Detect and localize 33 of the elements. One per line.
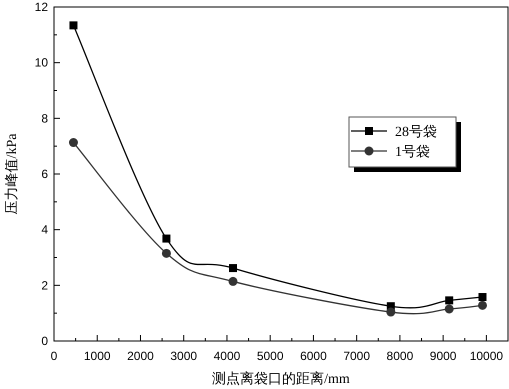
point — [229, 264, 238, 272]
y-tick-label: 0 — [41, 334, 48, 348]
point — [162, 248, 171, 258]
x-tick-label: 9000 — [430, 349, 457, 363]
y-axis-title: 压力峰值/kPa — [4, 132, 20, 214]
point — [445, 296, 454, 304]
point — [69, 21, 78, 30]
y-tick-label: 8 — [41, 111, 48, 126]
point — [444, 304, 454, 314]
point — [478, 293, 486, 302]
point — [68, 138, 78, 148]
x-tick-label: 10000 — [470, 349, 504, 363]
point — [228, 276, 238, 286]
legend-label: 28号袋 — [395, 124, 437, 140]
y-tick-label: 6 — [41, 167, 48, 181]
point — [162, 234, 170, 243]
y-tick-label: 12 — [34, 0, 48, 14]
x-tick-label: 2000 — [127, 349, 154, 363]
x-tick-label: 6000 — [300, 349, 328, 363]
point — [478, 300, 487, 310]
x-tick-label: 5000 — [256, 349, 284, 363]
y-tick-label: 4 — [41, 222, 48, 237]
x-tick-label: 7000 — [343, 349, 370, 363]
x-tick-label: 1000 — [84, 349, 111, 363]
legend-label: 1号袋 — [395, 144, 430, 160]
point — [386, 308, 396, 317]
y-tick-label: 10 — [34, 56, 48, 70]
x-tick-label: 4000 — [214, 349, 241, 363]
x-axis-title: 测点离袋口的距离/mm — [212, 371, 350, 387]
x-tick-label: 3000 — [170, 349, 198, 363]
y-tick-label: 2 — [41, 278, 48, 292]
x-tick-label: 8000 — [386, 349, 414, 363]
x-tick-label: 0 — [50, 349, 58, 363]
